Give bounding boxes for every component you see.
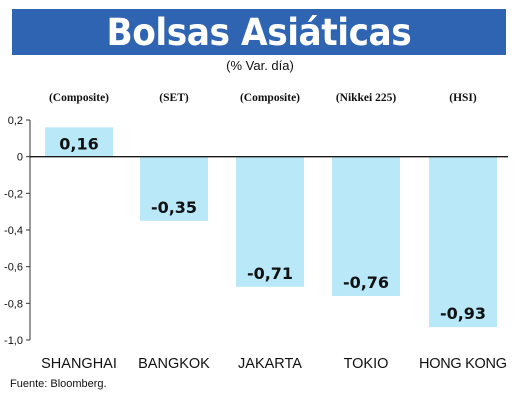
x-tick-label: HONG KONG <box>419 356 507 372</box>
bar-value-label: -0,93 <box>440 304 486 323</box>
x-tick-label: BANGKOK <box>138 356 210 372</box>
index-label: (SET) <box>159 92 189 104</box>
bar-shanghai <box>45 127 113 157</box>
index-label: (Composite) <box>49 92 109 104</box>
index-label: (Nikkei 225) <box>336 92 397 104</box>
y-tick-label: 0 <box>17 152 23 164</box>
chart-title: Bolsas Asiáticas <box>106 10 412 54</box>
bar-tokio <box>332 156 400 296</box>
y-tick-label: 0,2 <box>8 115 23 127</box>
title-bar: Bolsas Asiáticas <box>12 9 506 55</box>
y-tick-label: -0,8 <box>4 298 23 310</box>
x-tick-label: JAKARTA <box>238 356 302 372</box>
index-label: (Composite) <box>240 92 300 104</box>
y-tick-label: -1,0 <box>4 335 23 347</box>
bar-value-label: 0,16 <box>59 134 98 153</box>
y-tick-label: -0,4 <box>4 225 23 237</box>
bar-value-label: -0,71 <box>247 264 293 283</box>
chart-subtitle: (% Var. día) <box>226 58 294 73</box>
bar-value-label: -0,76 <box>343 273 389 292</box>
x-tick-label: TOKIO <box>344 356 389 372</box>
y-tick-label: -0,6 <box>4 262 23 274</box>
source-note: Fuente: Bloomberg. <box>10 378 107 390</box>
x-tick-label: SHANGHAI <box>41 356 117 372</box>
bar-jakarta <box>236 156 304 287</box>
index-label: (HSI) <box>449 92 477 104</box>
bar-hong-kong <box>429 156 497 328</box>
bar-value-label: -0,35 <box>151 198 197 217</box>
y-tick-label: -0,2 <box>4 188 23 200</box>
bar-bangkok <box>140 156 208 221</box>
